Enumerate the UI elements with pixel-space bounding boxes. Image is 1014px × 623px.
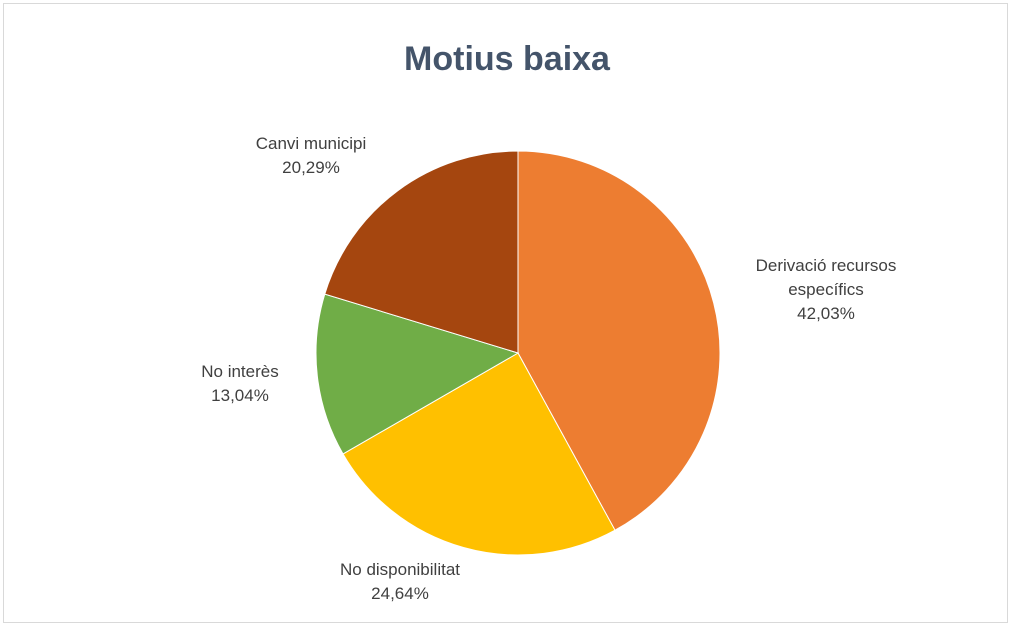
chart: [315, 150, 721, 556]
value-label: 24,64%: [371, 584, 429, 603]
category-label: No disponibilitat: [339, 560, 460, 579]
value-label: 13,04%: [211, 386, 269, 405]
page: {"chart_data": {"type": "pie", "title": …: [3, 3, 1008, 623]
value-label: 42,03%: [797, 304, 855, 323]
slice-label: Canvi municipi 20,29%: [221, 132, 401, 180]
pie-slice: [342, 352, 616, 556]
chart-title: Motius baixa: [404, 40, 610, 78]
category-label: No interès: [201, 362, 279, 381]
pie-slice: [517, 150, 721, 531]
slice-label: Derivació recursos específics 42,03%: [721, 254, 931, 326]
category-label: Derivació recursos específics: [755, 256, 897, 299]
slice-label: No interès 13,04%: [170, 360, 310, 408]
slice-label: No disponibilitat 24,64%: [290, 558, 510, 606]
pie-slice: [315, 293, 520, 455]
pie-slice: [324, 150, 519, 354]
category-label: Canvi municipi: [255, 134, 367, 153]
value-label: 20,29%: [282, 158, 340, 177]
